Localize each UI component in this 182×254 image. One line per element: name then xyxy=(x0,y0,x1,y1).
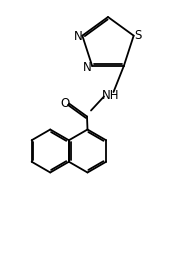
Text: O: O xyxy=(61,97,70,109)
Text: N: N xyxy=(74,29,82,42)
Text: S: S xyxy=(134,29,142,42)
Text: N: N xyxy=(83,61,92,74)
Text: NH: NH xyxy=(102,89,119,102)
